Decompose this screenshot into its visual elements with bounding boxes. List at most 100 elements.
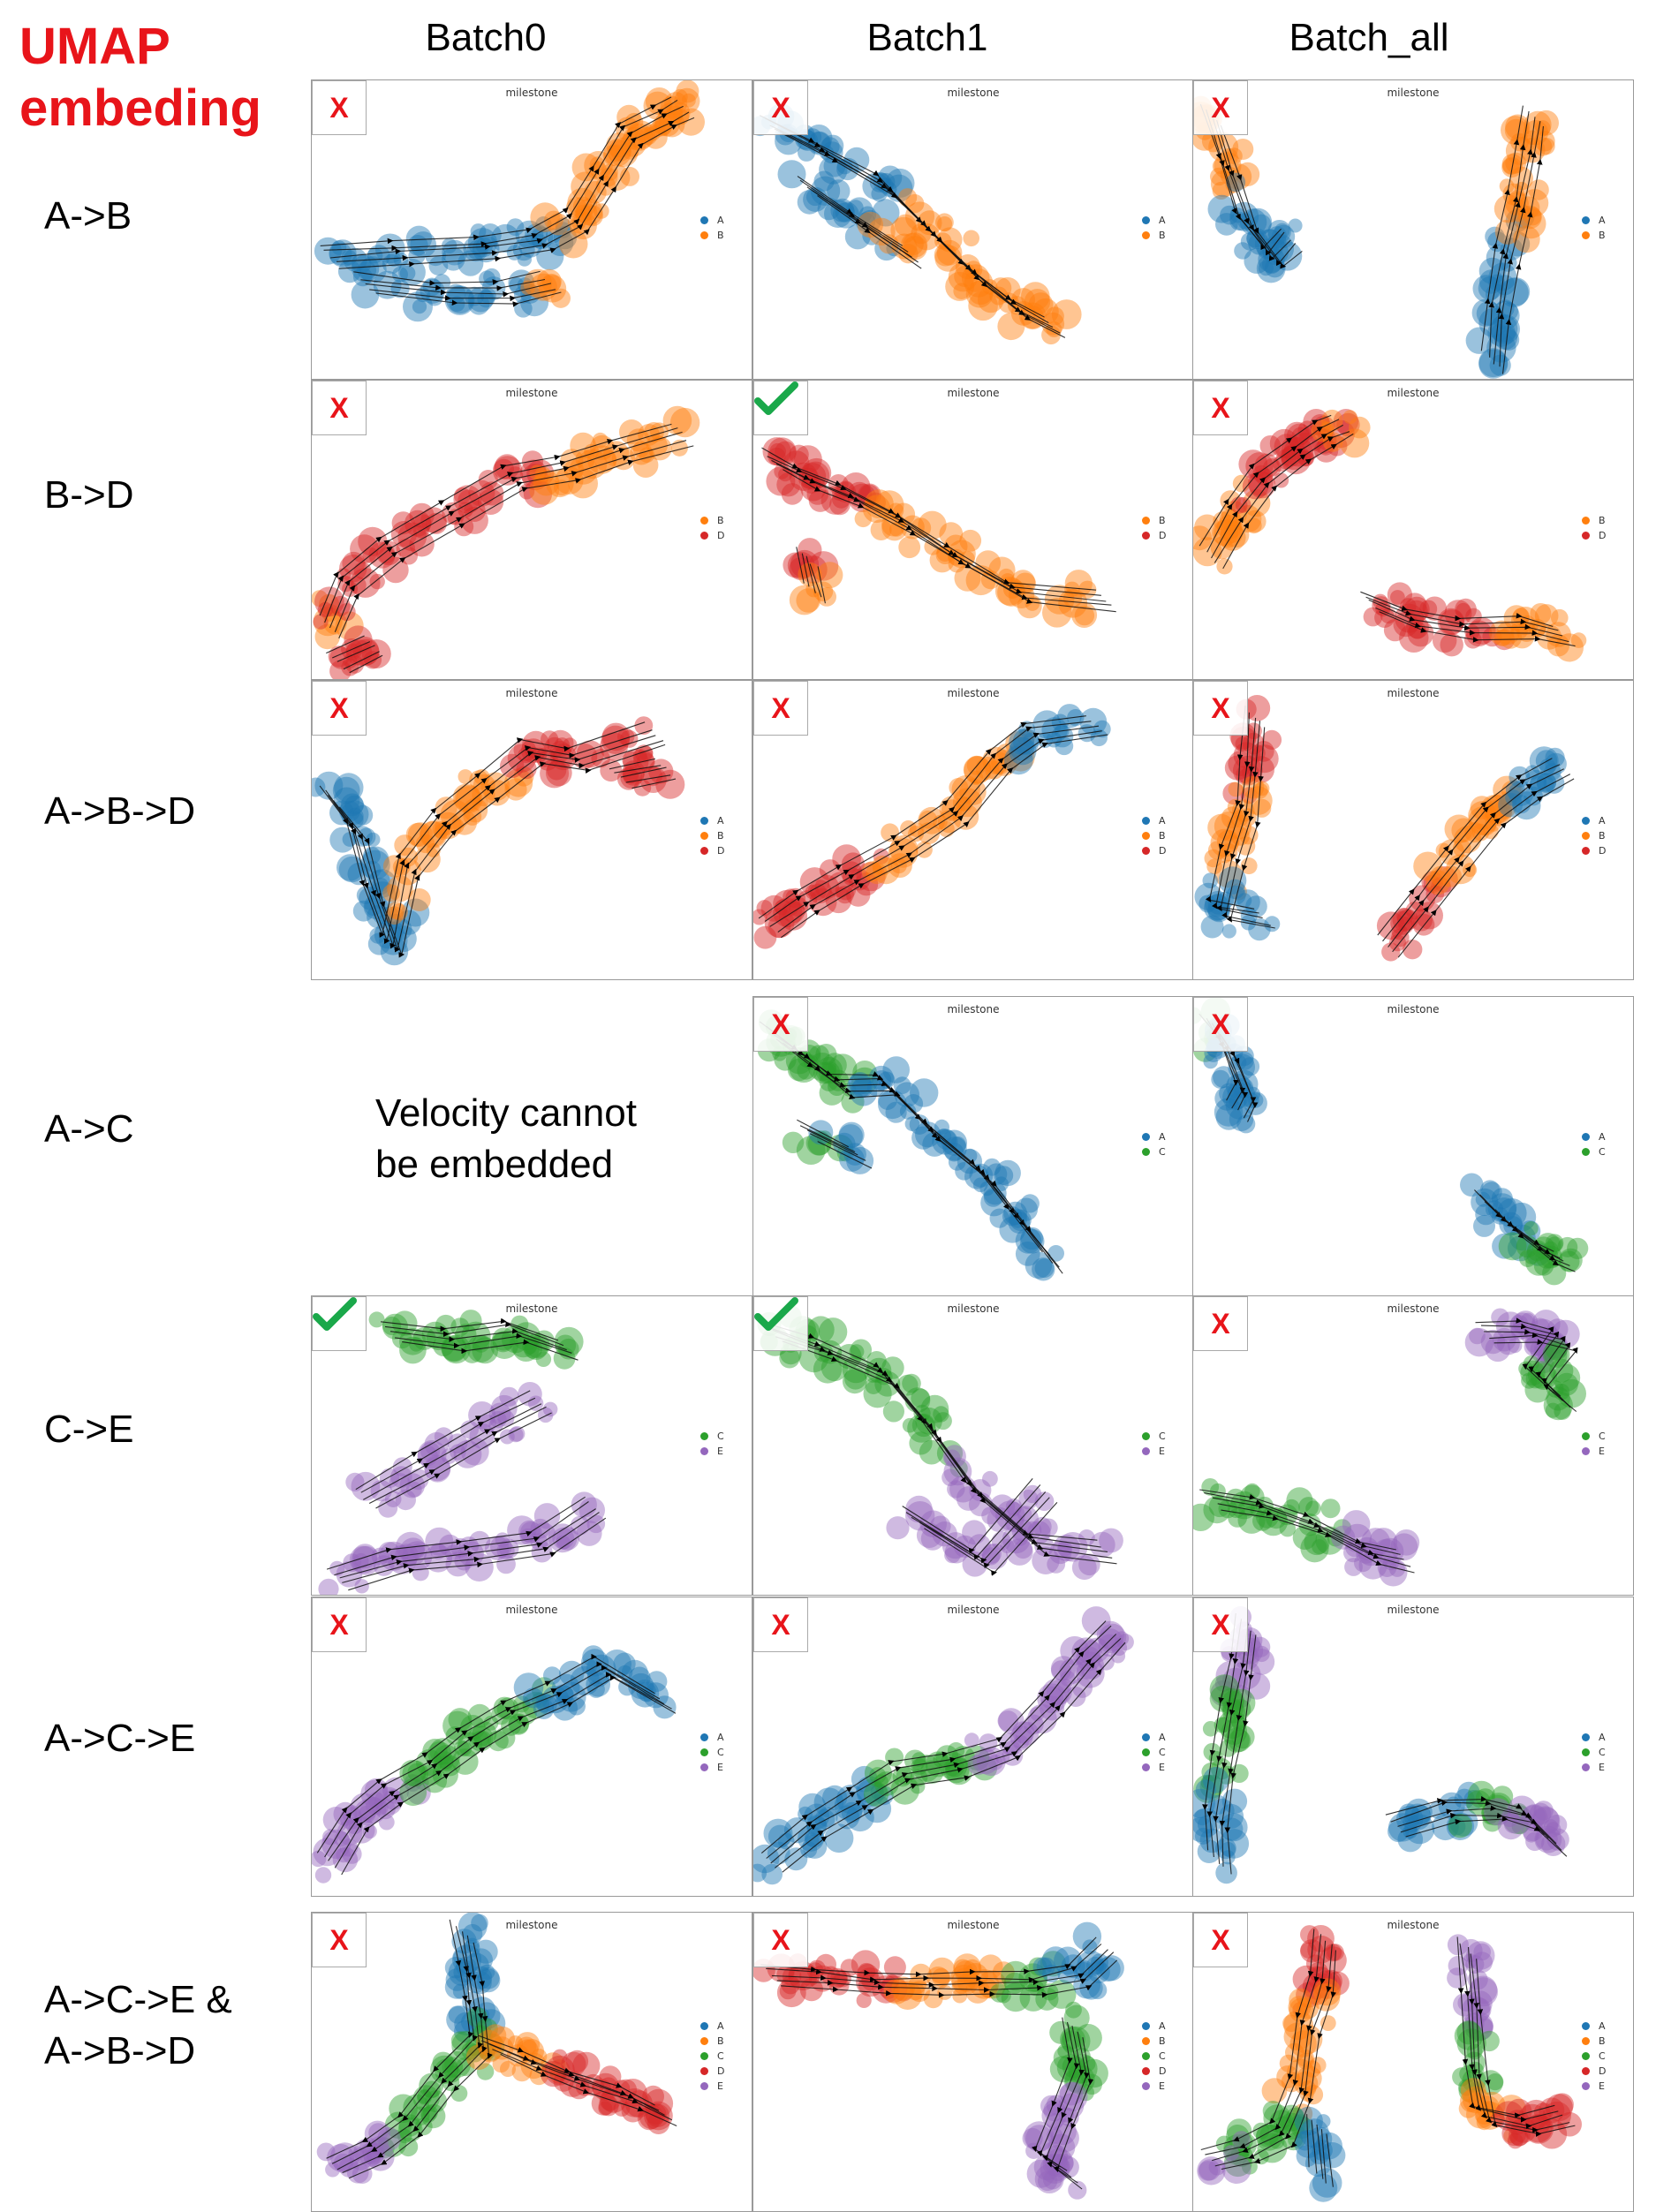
cell-point bbox=[1229, 1106, 1254, 1131]
cell-point bbox=[1041, 717, 1068, 744]
legend-label: A bbox=[1159, 215, 1166, 226]
cell-point bbox=[1221, 1841, 1236, 1857]
cell-point bbox=[509, 1425, 526, 1442]
legend-label: A bbox=[1159, 1732, 1166, 1743]
legend-item: B bbox=[1582, 828, 1606, 843]
cell-point bbox=[1498, 328, 1520, 351]
cell-point bbox=[488, 1418, 503, 1433]
cell-point bbox=[1363, 607, 1383, 627]
legend-marker bbox=[1582, 817, 1590, 825]
legend-marker bbox=[700, 1748, 708, 1756]
cell-point bbox=[1463, 863, 1478, 878]
legend-label: B bbox=[717, 830, 724, 842]
panel-title: milestone bbox=[1387, 687, 1440, 699]
velocity-streamline bbox=[338, 117, 695, 269]
cell-point bbox=[363, 651, 382, 669]
cell-point bbox=[779, 1348, 800, 1369]
cell-point bbox=[351, 1471, 381, 1501]
velocity-streamline bbox=[1224, 1634, 1257, 1875]
cell-point bbox=[1460, 1173, 1484, 1197]
embedding-panel: milestone A B X bbox=[1192, 79, 1634, 380]
cell-point bbox=[1116, 1634, 1134, 1651]
cell-point bbox=[1391, 928, 1410, 947]
legend-marker bbox=[1142, 2067, 1150, 2075]
cell-point bbox=[1037, 732, 1053, 748]
legend-label: C bbox=[1599, 2050, 1606, 2062]
cell-point bbox=[1464, 1328, 1494, 1357]
cell-point bbox=[1098, 1654, 1115, 1671]
cell-point bbox=[1218, 1499, 1237, 1519]
cell-point bbox=[314, 586, 344, 617]
cell-point bbox=[813, 1355, 843, 1384]
cell-point bbox=[778, 467, 793, 482]
cell-point bbox=[337, 260, 361, 283]
cell-point bbox=[1041, 312, 1065, 336]
cell-point bbox=[1309, 2057, 1327, 2074]
legend-marker bbox=[1582, 2037, 1590, 2045]
cell-point bbox=[766, 466, 796, 496]
cell-point bbox=[369, 573, 385, 590]
cross-mark-text: X bbox=[771, 1608, 790, 1641]
umap-plot bbox=[312, 1645, 677, 1884]
check-glyph bbox=[313, 1297, 357, 1331]
cell-point bbox=[1223, 522, 1250, 548]
legend-item: A bbox=[1582, 813, 1606, 828]
cell-point bbox=[445, 1968, 469, 1991]
cell-point bbox=[646, 434, 668, 457]
embedding-panel: milestone A C X bbox=[1192, 996, 1634, 1296]
cell-point bbox=[1253, 1645, 1270, 1663]
cell-point bbox=[1086, 1956, 1105, 1975]
cell-point bbox=[390, 1466, 412, 1488]
cell-point bbox=[1390, 910, 1415, 935]
velocity-streamline bbox=[780, 734, 1108, 939]
legend-item: D bbox=[1582, 843, 1606, 858]
cell-point bbox=[1219, 1829, 1250, 1859]
cross-mark-icon: X bbox=[753, 1597, 808, 1652]
cell-point bbox=[312, 590, 329, 608]
legend-item: A bbox=[1142, 813, 1166, 828]
legend-item: B bbox=[700, 513, 724, 528]
cell-point bbox=[371, 1547, 389, 1566]
cell-point bbox=[1062, 589, 1083, 608]
velocity-streamline bbox=[799, 179, 909, 253]
legend-marker bbox=[1142, 1447, 1150, 1455]
legend-item: C bbox=[1582, 1745, 1606, 1760]
cell-point bbox=[317, 601, 334, 618]
velocity-streamline bbox=[1053, 2037, 1094, 2190]
velocity-streamline bbox=[812, 190, 919, 263]
cell-point bbox=[1546, 1822, 1561, 1838]
cell-point bbox=[558, 1338, 579, 1360]
legend-label: A bbox=[717, 2020, 724, 2032]
velocity-streamline bbox=[782, 132, 1066, 338]
legend-label: E bbox=[1159, 1446, 1165, 1457]
legend-label: A bbox=[717, 1732, 724, 1743]
column-header-batch1: Batch1 bbox=[866, 16, 988, 59]
legend-label: D bbox=[1599, 2065, 1607, 2077]
cell-point bbox=[1307, 1936, 1335, 1964]
velocity-streamline bbox=[796, 547, 805, 584]
cell-point bbox=[321, 604, 339, 622]
umap-plot bbox=[761, 437, 1116, 628]
panel-title: milestone bbox=[947, 687, 1000, 699]
legend-marker bbox=[1582, 1763, 1590, 1771]
panel-title: milestone bbox=[505, 1604, 558, 1616]
cell-point bbox=[1546, 1815, 1568, 1836]
cross-mark-text: X bbox=[1211, 1008, 1230, 1040]
legend-item: B bbox=[700, 2034, 724, 2049]
velocity-streamline bbox=[402, 1339, 578, 1361]
cell-point bbox=[352, 2163, 373, 2184]
legend-marker bbox=[1582, 1733, 1590, 1741]
embedding-panel: milestone A B X bbox=[752, 79, 1194, 380]
cell-point bbox=[473, 1939, 498, 1964]
cell-point bbox=[1074, 2024, 1102, 2052]
figure-title: UMAP embeding bbox=[19, 16, 261, 140]
velocity-streamline bbox=[1222, 433, 1354, 570]
velocity-streamline bbox=[338, 445, 694, 639]
cell-point bbox=[1047, 1555, 1066, 1574]
cross-mark-text: X bbox=[1211, 1608, 1230, 1641]
legend-item: A bbox=[1142, 1129, 1166, 1144]
cell-point bbox=[1536, 772, 1557, 792]
legend-label: A bbox=[1159, 1131, 1166, 1143]
cell-point bbox=[1320, 2015, 1336, 2031]
